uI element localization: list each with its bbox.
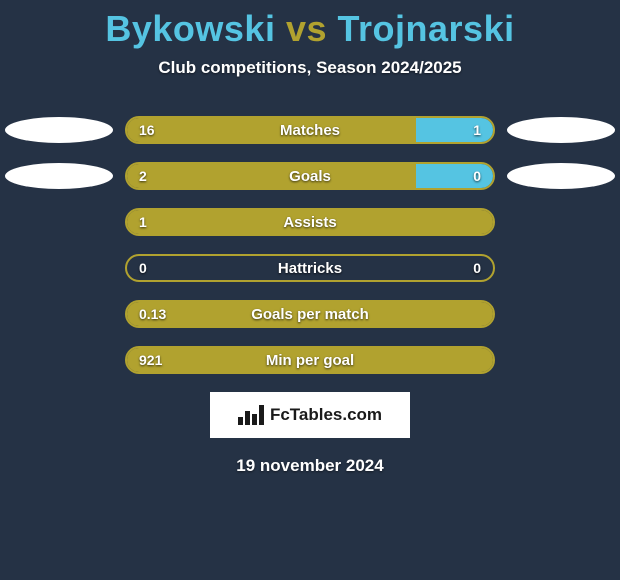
title-vs: vs (286, 8, 327, 49)
stat-row: 0.13Goals per match (0, 300, 620, 328)
stat-label: Hattricks (127, 256, 493, 280)
branding-text: FcTables.com (270, 405, 382, 425)
stat-label: Goals per match (127, 302, 493, 326)
stat-bar: 00Hattricks (125, 254, 495, 282)
title: Bykowski vs Trojnarski (0, 8, 620, 50)
stat-bar: 161Matches (125, 116, 495, 144)
stat-row: 161Matches (0, 116, 620, 144)
stat-row: 00Hattricks (0, 254, 620, 282)
stat-label: Goals (127, 164, 493, 188)
stat-label: Min per goal (127, 348, 493, 372)
title-player-right: Trojnarski (338, 8, 515, 49)
stat-row: 1Assists (0, 208, 620, 236)
stat-row: 921Min per goal (0, 346, 620, 374)
stat-bar: 921Min per goal (125, 346, 495, 374)
stat-bar: 0.13Goals per match (125, 300, 495, 328)
subtitle: Club competitions, Season 2024/2025 (0, 58, 620, 78)
team-logo-right (507, 117, 615, 143)
stat-bar: 1Assists (125, 208, 495, 236)
bars-icon (238, 405, 264, 425)
stats-rows: 161Matches 20Goals 1Assists 00Hattricks 0.13… (0, 116, 620, 374)
branding-banner: FcTables.com (210, 392, 410, 438)
team-logo-left (5, 163, 113, 189)
comparison-infographic: Bykowski vs Trojnarski Club competitions… (0, 0, 620, 476)
title-player-left: Bykowski (105, 8, 275, 49)
stat-bar: 20Goals (125, 162, 495, 190)
stat-label: Assists (127, 210, 493, 234)
team-logo-left (5, 117, 113, 143)
date-text: 19 november 2024 (0, 456, 620, 476)
stat-row: 20Goals (0, 162, 620, 190)
stat-label: Matches (127, 118, 493, 142)
team-logo-right (507, 163, 615, 189)
